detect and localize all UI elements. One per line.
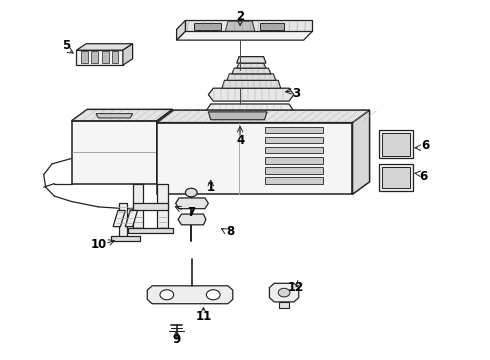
Polygon shape xyxy=(379,130,413,158)
Circle shape xyxy=(278,288,290,297)
Polygon shape xyxy=(91,51,98,63)
Polygon shape xyxy=(176,21,185,40)
Polygon shape xyxy=(81,51,88,63)
Polygon shape xyxy=(123,44,133,65)
Polygon shape xyxy=(208,88,294,101)
Polygon shape xyxy=(113,211,125,226)
Polygon shape xyxy=(147,286,233,304)
Polygon shape xyxy=(157,110,369,123)
Polygon shape xyxy=(237,63,266,68)
Polygon shape xyxy=(175,198,208,209)
Polygon shape xyxy=(119,203,127,237)
Polygon shape xyxy=(157,184,168,230)
Text: 6: 6 xyxy=(422,139,430,152)
Text: 1: 1 xyxy=(207,181,215,194)
Polygon shape xyxy=(225,21,255,31)
Polygon shape xyxy=(76,50,123,65)
Polygon shape xyxy=(232,68,271,74)
Polygon shape xyxy=(133,184,144,230)
Polygon shape xyxy=(265,167,323,174)
Polygon shape xyxy=(76,44,133,50)
Polygon shape xyxy=(265,177,323,184)
Polygon shape xyxy=(382,167,410,188)
Polygon shape xyxy=(265,137,323,143)
Polygon shape xyxy=(227,74,276,80)
Polygon shape xyxy=(112,51,119,63)
Polygon shape xyxy=(111,235,140,241)
Polygon shape xyxy=(157,123,352,194)
Circle shape xyxy=(206,290,220,300)
Polygon shape xyxy=(125,211,138,226)
Polygon shape xyxy=(237,57,266,63)
Polygon shape xyxy=(382,133,410,156)
Polygon shape xyxy=(260,23,284,30)
Polygon shape xyxy=(133,203,168,211)
Polygon shape xyxy=(128,228,172,233)
Polygon shape xyxy=(265,147,323,153)
Polygon shape xyxy=(208,112,267,120)
Text: 6: 6 xyxy=(419,170,427,183)
Polygon shape xyxy=(96,114,133,118)
Polygon shape xyxy=(265,157,323,163)
Text: 4: 4 xyxy=(236,134,244,147)
Text: 10: 10 xyxy=(90,238,106,251)
Text: 9: 9 xyxy=(172,333,181,346)
Circle shape xyxy=(185,188,197,197)
Polygon shape xyxy=(265,127,323,134)
Polygon shape xyxy=(352,110,369,194)
Polygon shape xyxy=(206,104,294,119)
Text: 2: 2 xyxy=(236,10,244,23)
Polygon shape xyxy=(72,109,172,121)
Polygon shape xyxy=(176,31,313,40)
Text: 11: 11 xyxy=(196,310,212,323)
Text: 5: 5 xyxy=(63,39,71,52)
Text: 3: 3 xyxy=(292,87,300,100)
Polygon shape xyxy=(270,283,299,302)
Polygon shape xyxy=(185,21,313,31)
Polygon shape xyxy=(379,164,413,191)
Text: 8: 8 xyxy=(226,225,235,238)
Circle shape xyxy=(160,290,173,300)
Polygon shape xyxy=(178,214,206,225)
Polygon shape xyxy=(72,121,157,184)
Polygon shape xyxy=(102,51,109,63)
Polygon shape xyxy=(157,109,172,184)
Polygon shape xyxy=(222,80,281,88)
Polygon shape xyxy=(194,23,220,30)
Polygon shape xyxy=(279,302,289,309)
Text: 7: 7 xyxy=(187,206,196,219)
Text: 12: 12 xyxy=(288,281,304,294)
